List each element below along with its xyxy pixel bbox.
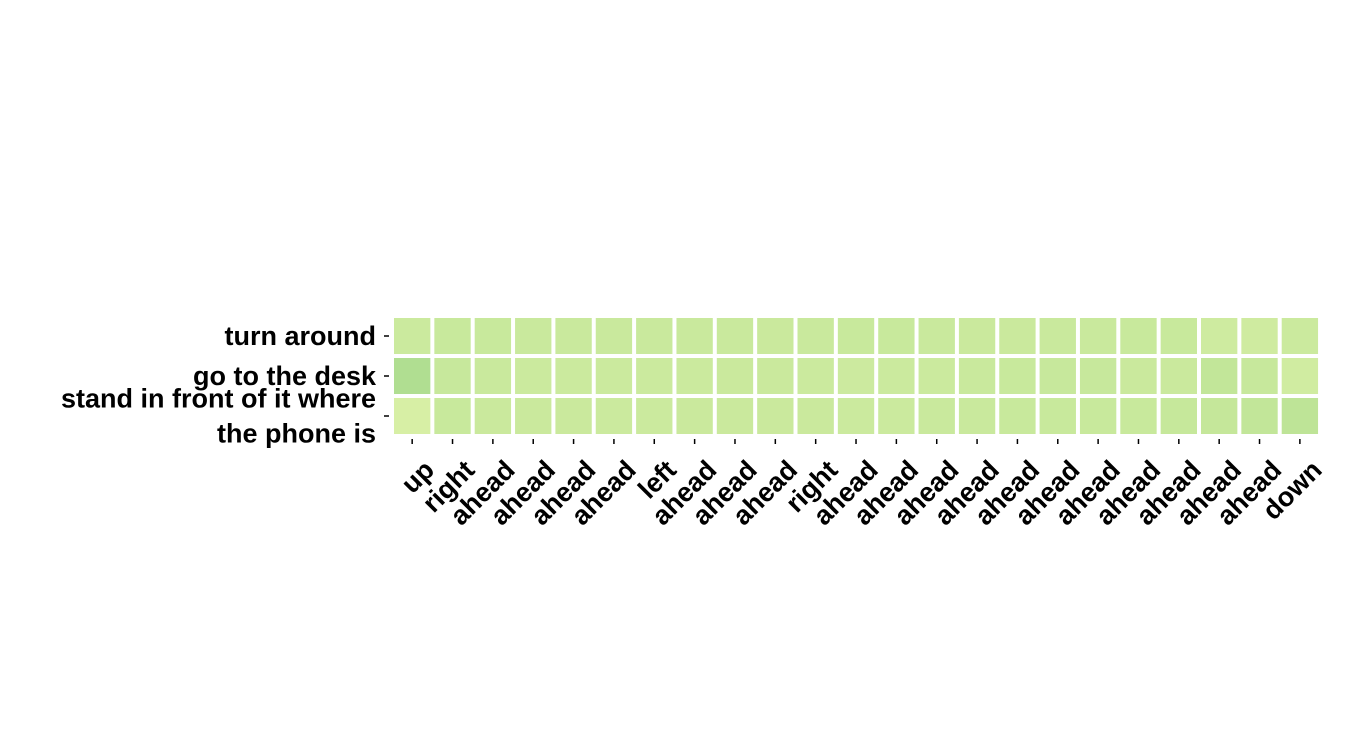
y-tick-label-line: turn around [225, 321, 376, 351]
heatmap-cell [1201, 318, 1238, 354]
heatmap-cell [716, 318, 754, 354]
x-axis-ticks: uprightaheadaheadaheadaheadleftaheadahea… [395, 439, 1328, 531]
heatmap-cell [797, 318, 834, 354]
heatmap-cell [1039, 398, 1076, 434]
heatmap-cell [394, 318, 431, 354]
heatmap-cell [878, 358, 915, 394]
heatmap-cell [636, 318, 673, 354]
heatmap-cell [797, 358, 834, 394]
heatmap-cell [1281, 358, 1319, 394]
heatmap-cell [999, 398, 1036, 434]
heatmap-cell [878, 398, 915, 434]
heatmap-cell [837, 318, 875, 354]
heatmap-cell [394, 398, 431, 434]
heatmap-cell [958, 318, 996, 354]
heatmap-cell [515, 358, 552, 394]
heatmap-cell [918, 358, 955, 394]
heatmap-cell [394, 358, 431, 394]
heatmap-cell [1160, 358, 1197, 394]
y-tick-label-line: the phone is [217, 419, 376, 449]
heatmap-cell [1241, 318, 1278, 354]
heatmap-cell [797, 398, 834, 434]
heatmap-cell [595, 398, 633, 434]
heatmap-cell [555, 358, 592, 394]
heatmap-cell [757, 358, 794, 394]
heatmap-cell [1241, 398, 1278, 434]
heatmap-cell [1079, 358, 1117, 394]
heatmap-cell [1039, 358, 1076, 394]
heatmap-cells [394, 318, 1319, 434]
heatmap-cell [474, 398, 512, 434]
heatmap-cell [1281, 398, 1319, 434]
heatmap-cell [676, 398, 713, 434]
y-tick-label: go to the desk [193, 361, 377, 391]
heatmap-cell [958, 358, 996, 394]
heatmap-cell [636, 358, 673, 394]
heatmap-cell [676, 358, 713, 394]
heatmap-cell [595, 358, 633, 394]
y-tick-label: stand in front of it where the phone is [61, 384, 376, 449]
heatmap-cell [434, 398, 471, 434]
heatmap-cell [434, 358, 471, 394]
heatmap-cell [1120, 318, 1157, 354]
heatmap-cell [515, 398, 552, 434]
heatmap-cell [918, 318, 955, 354]
heatmap-cell [555, 398, 592, 434]
heatmap-cell [1281, 318, 1319, 354]
heatmap-cell [716, 398, 754, 434]
heatmap-cell [1201, 398, 1238, 434]
y-tick-label-line: stand in front of it where [61, 384, 376, 414]
heatmap-cell [878, 318, 915, 354]
heatmap-cell [555, 318, 592, 354]
heatmap-cell [474, 358, 512, 394]
heatmap-cell [716, 358, 754, 394]
heatmap-cell [636, 398, 673, 434]
heatmap-cell [1079, 398, 1117, 434]
heatmap-cell [757, 318, 794, 354]
heatmap-cell [1160, 318, 1197, 354]
heatmap-cell [1120, 358, 1157, 394]
heatmap-cell [1120, 398, 1157, 434]
heatmap-cell [1160, 398, 1197, 434]
y-tick-label-line: go to the desk [193, 361, 377, 391]
heatmap-cell [1241, 358, 1278, 394]
y-tick-label: turn around [225, 321, 376, 351]
heatmap-cell [1201, 358, 1238, 394]
heatmap-cell [595, 318, 633, 354]
heatmap-cell [434, 318, 471, 354]
heatmap-cell [757, 398, 794, 434]
heatmap-cell [837, 358, 875, 394]
heatmap-cell [676, 318, 713, 354]
heatmap-cell [1079, 318, 1117, 354]
heatmap-cell [918, 398, 955, 434]
heatmap-cell [958, 398, 996, 434]
heatmap-cell [474, 318, 512, 354]
heatmap-cell [515, 318, 552, 354]
heatmap-cell [837, 398, 875, 434]
heatmap-cell [1039, 318, 1076, 354]
heatmap-cell [999, 318, 1036, 354]
heatmap-cell [999, 358, 1036, 394]
